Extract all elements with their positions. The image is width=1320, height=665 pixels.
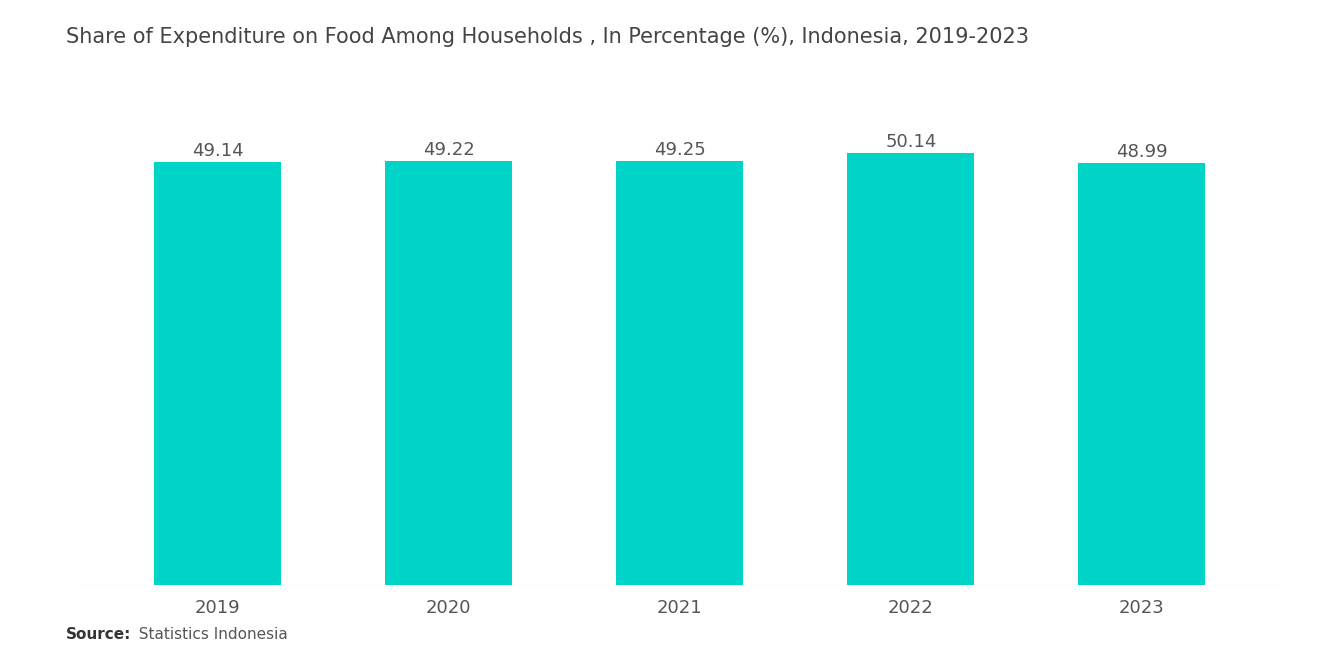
Text: Share of Expenditure on Food Among Households , In Percentage (%), Indonesia, 20: Share of Expenditure on Food Among House… xyxy=(66,27,1030,47)
Bar xyxy=(385,161,512,585)
Text: 49.22: 49.22 xyxy=(422,141,475,159)
Text: 49.14: 49.14 xyxy=(191,142,244,160)
Bar xyxy=(847,154,974,585)
Text: 48.99: 48.99 xyxy=(1115,143,1168,161)
Bar xyxy=(1078,163,1205,585)
Text: 49.25: 49.25 xyxy=(653,141,706,159)
Bar xyxy=(154,162,281,585)
Text: Statistics Indonesia: Statistics Indonesia xyxy=(129,626,288,642)
Text: Source:: Source: xyxy=(66,626,132,642)
Text: 50.14: 50.14 xyxy=(886,133,936,151)
Bar xyxy=(616,161,743,585)
